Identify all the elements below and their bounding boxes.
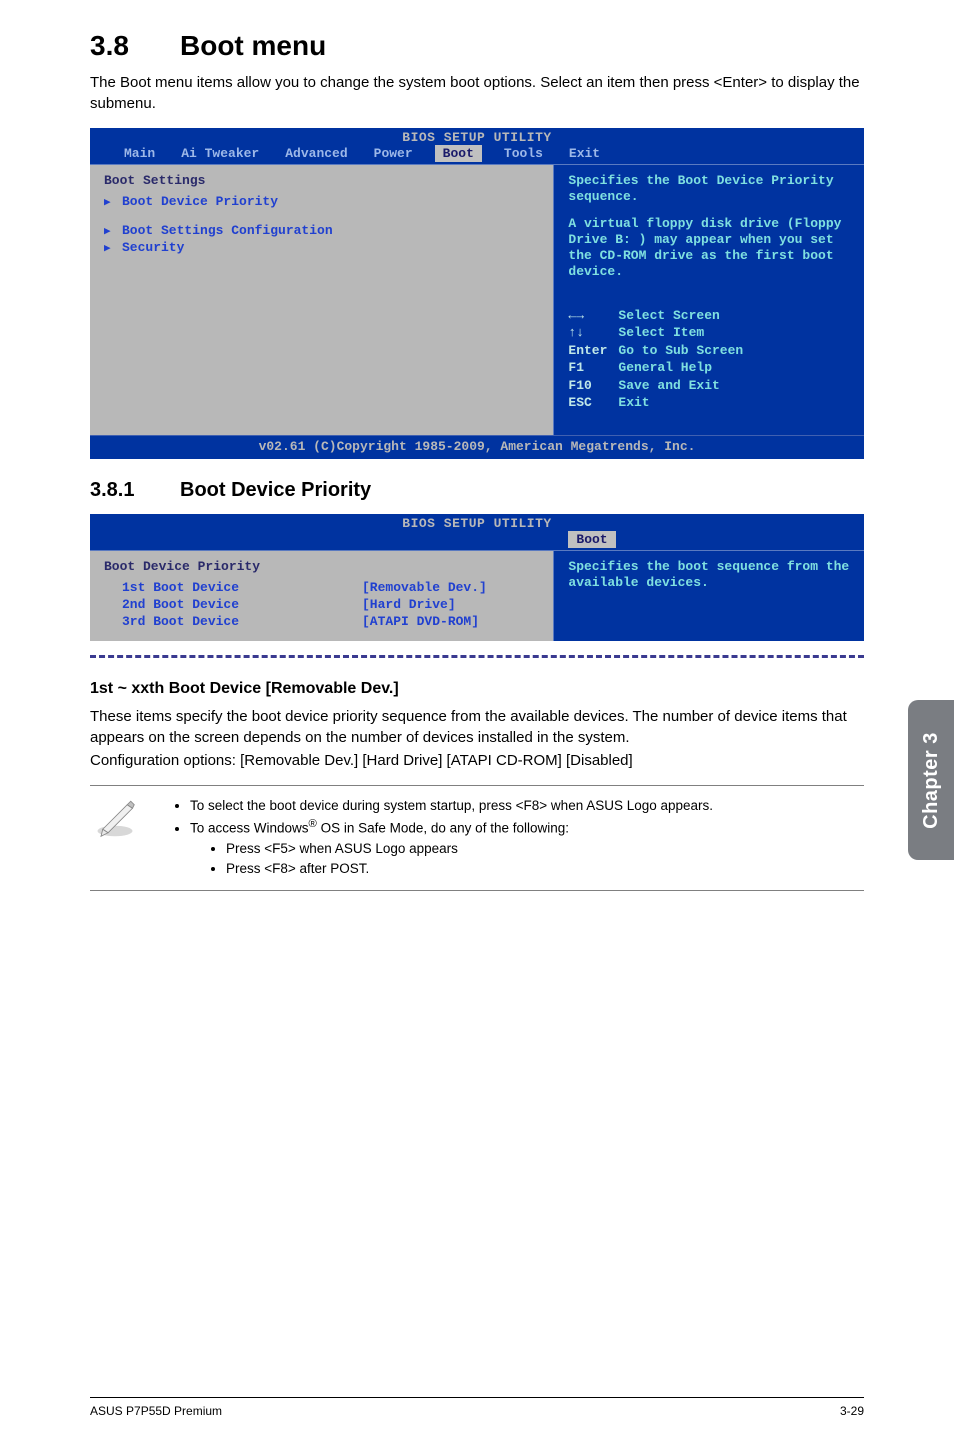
bios-sub-tabs: Boot (90, 531, 864, 550)
bios-menu-item: Boot Device Priority (104, 194, 539, 209)
bios-sub-left-title: Boot Device Priority (104, 559, 539, 574)
section-title-text: Boot menu (180, 30, 326, 61)
bios-help-para2: A virtual floppy disk drive (Floppy Driv… (568, 216, 850, 281)
bios-sub-panel: BIOS SETUP UTILITY Boot Boot Device Prio… (90, 514, 864, 641)
bios-tab-advanced: Advanced (281, 145, 351, 162)
chapter-label: Chapter 3 (920, 732, 943, 829)
bios-sub-utility-title: BIOS SETUP UTILITY (90, 514, 864, 531)
note-b2-pre: To access Windows (190, 821, 309, 836)
bios-tab-boot: Boot (435, 145, 482, 162)
bios-sub-help: Specifies the boot sequence from the ava… (568, 559, 850, 592)
bios-nav-row: ↑↓Select Item (568, 324, 850, 342)
subsection-num: 3.8.1 (90, 479, 180, 502)
bios-tab-ai-tweaker: Ai Tweaker (177, 145, 263, 162)
section-num: 3.8 (90, 30, 180, 62)
bios-sub-active-tab: Boot (568, 531, 615, 548)
bios-tab-main: Main (120, 145, 159, 162)
footer-product: ASUS P7P55D Premium (90, 1404, 222, 1418)
bios-right-panel: Specifies the Boot Device Priority seque… (554, 165, 864, 435)
bios-left-title: Boot Settings (104, 173, 539, 188)
note-icon (90, 796, 140, 880)
bios-tab-power: Power (370, 145, 417, 162)
boot-device-row: 2nd Boot Device[Hard Drive] (104, 597, 539, 612)
bios-help-para1: Specifies the Boot Device Priority seque… (568, 173, 850, 206)
bios-menu-item: Security (104, 240, 539, 255)
bios-tabs: Main Ai Tweaker Advanced Power Boot Tools Exit (90, 145, 864, 164)
bios-sub-left: Boot Device Priority 1st Boot Device[Rem… (90, 551, 554, 641)
intro-text: The Boot menu items allow you to change … (90, 72, 864, 114)
bios-tab-tools: Tools (500, 145, 547, 162)
bios-nav-row: ESCExit (568, 394, 850, 412)
page-footer: ASUS P7P55D Premium 3-29 (90, 1397, 864, 1418)
bios-nav-row: EnterGo to Sub Screen (568, 342, 850, 360)
chapter-side-tab: Chapter 3 (908, 700, 954, 860)
section-heading: 3.8Boot menu (90, 30, 864, 62)
note-sub-a: Press <F5> when ASUS Logo appears (226, 839, 713, 859)
bios-nav-row: ←→Select Screen (568, 307, 850, 325)
item-heading: 1st ~ xxth Boot Device [Removable Dev.] (90, 680, 864, 698)
boot-device-row: 3rd Boot Device[ATAPI DVD-ROM] (104, 614, 539, 629)
boot-device-row: 1st Boot Device[Removable Dev.] (104, 580, 539, 595)
bios-nav-row: F10Save and Exit (568, 377, 850, 395)
bios-tab-exit: Exit (565, 145, 604, 162)
note-b2-sup: ® (309, 818, 317, 830)
note-bullet-2: To access Windows® OS in Safe Mode, do a… (190, 816, 713, 879)
bios-utility-title: BIOS SETUP UTILITY (90, 128, 864, 145)
bios-nav-row: F1General Help (568, 359, 850, 377)
note-sub-b: Press <F8> after POST. (226, 859, 713, 879)
subsection-title-text: Boot Device Priority (180, 479, 371, 501)
item-desc-1: These items specify the boot device prio… (90, 706, 864, 748)
subsection-heading: 3.8.1Boot Device Priority (90, 479, 864, 502)
bios-main-panel: BIOS SETUP UTILITY Main Ai Tweaker Advance… (90, 128, 864, 459)
note-text: To select the boot device during system … (160, 796, 713, 880)
note-block: To select the boot device during system … (90, 785, 864, 891)
footer-page-num: 3-29 (840, 1404, 864, 1418)
bios-nav-keys: ←→Select Screen↑↓Select ItemEnterGo to S… (568, 307, 850, 412)
dashed-divider (90, 655, 864, 658)
bios-copyright: v02.61 (C)Copyright 1985-2009, American … (90, 435, 864, 459)
note-bullet-1: To select the boot device during system … (190, 796, 713, 816)
bios-menu-item: Boot Settings Configuration (104, 223, 539, 238)
bios-left-panel: Boot Settings Boot Device Priority Boot S… (90, 165, 554, 435)
note-b2-post: OS in Safe Mode, do any of the following… (317, 821, 569, 836)
item-desc-2: Configuration options: [Removable Dev.] … (90, 750, 864, 771)
bios-sub-right: Specifies the boot sequence from the ava… (554, 551, 864, 641)
